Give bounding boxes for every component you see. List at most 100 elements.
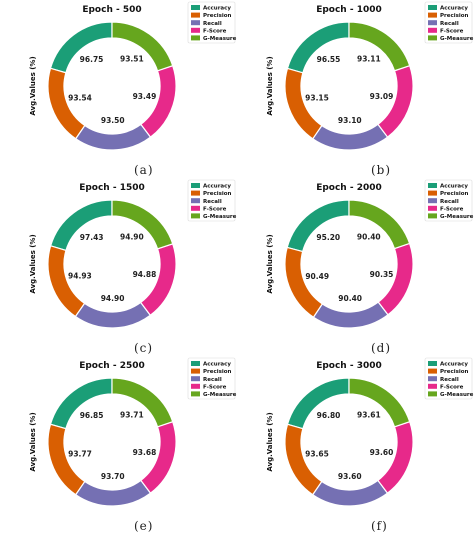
legend-label-accuracy: Accuracy <box>203 184 231 190</box>
chart-title: Epoch - 1000 <box>316 5 382 15</box>
data-label-g-measure: 94.90 <box>120 232 144 241</box>
legend-label-accuracy: Accuracy <box>440 362 468 368</box>
legend-label-recall: Recall <box>440 377 459 383</box>
donut-chart: Epoch - 500 Avg.Values (%) 96.75 93.54 93.50… <box>29 1 237 151</box>
panel-caption: (a) <box>134 163 154 177</box>
y-axis-label: Avg.Values (%) <box>29 412 37 471</box>
data-label-f-score: 93.49 <box>133 92 157 101</box>
legend-label-recall: Recall <box>440 199 459 205</box>
legend-label-g-measure: G-Measure <box>440 214 474 220</box>
slice-precision <box>47 423 86 496</box>
slice-g-measure <box>111 199 174 250</box>
slice-precision <box>284 67 323 140</box>
slice-g-measure <box>111 377 174 428</box>
slice-f-score <box>140 64 177 138</box>
data-label-g-measure: 93.61 <box>357 410 381 419</box>
donut-chart: Epoch - 2000 Avg.Values (%) 95.20 90.49 90.4… <box>266 179 474 329</box>
legend-label-g-measure: G-Measure <box>203 214 237 220</box>
data-label-accuracy: 96.75 <box>80 55 104 64</box>
data-label-accuracy: 97.43 <box>80 233 104 242</box>
legend-swatch-f-score <box>191 205 200 211</box>
y-axis-label: Avg.Values (%) <box>266 412 274 471</box>
legend-label-precision: Precision <box>203 191 232 197</box>
legend-swatch-recall <box>191 376 200 382</box>
legend-swatch-accuracy <box>191 5 200 10</box>
data-label-precision: 93.65 <box>305 449 329 458</box>
legend-label-accuracy: Accuracy <box>203 362 231 368</box>
slice-accuracy <box>286 377 350 430</box>
legend-swatch-precision <box>191 190 200 196</box>
legend-swatch-g-measure <box>191 391 200 397</box>
legend-swatch-precision <box>428 190 437 196</box>
legend-swatch-g-measure <box>191 213 200 219</box>
chart-title: Epoch - 2500 <box>79 361 145 371</box>
donut-chart: Epoch - 1000 Avg.Values (%) 96.55 93.15 93.1… <box>266 1 474 151</box>
data-label-g-measure: 93.71 <box>120 410 144 419</box>
y-axis-label: Avg.Values (%) <box>29 234 37 293</box>
legend-swatch-f-score <box>428 205 437 211</box>
legend-swatch-g-measure <box>428 35 437 41</box>
chart-title: Epoch - 3000 <box>316 361 382 371</box>
legend-swatch-recall <box>428 376 437 382</box>
slice-recall <box>312 123 389 151</box>
chart-panel-d: Epoch - 2000 Avg.Values (%) 95.20 90.49 90.4… <box>237 178 474 364</box>
data-label-f-score: 94.88 <box>133 270 157 279</box>
legend-label-accuracy: Accuracy <box>203 6 231 12</box>
data-label-recall: 90.40 <box>338 294 362 303</box>
legend-label-f-score: F-Score <box>203 206 227 212</box>
slice-accuracy <box>49 21 113 74</box>
slice-precision <box>284 246 324 319</box>
legend-label-g-measure: G-Measure <box>440 392 474 398</box>
legend-label-f-score: F-Score <box>203 384 227 390</box>
legend-label-accuracy: Accuracy <box>440 184 468 190</box>
legend-swatch-accuracy <box>191 361 200 366</box>
donut-chart: Epoch - 3000 Avg.Values (%) 96.80 93.65 93.6… <box>266 357 474 507</box>
legend-swatch-f-score <box>191 383 200 389</box>
legend-swatch-accuracy <box>191 183 200 188</box>
chart-panel-a: Epoch - 500 Avg.Values (%) 96.75 93.54 93.50… <box>0 0 237 186</box>
legend-label-f-score: F-Score <box>440 384 464 390</box>
slice-recall <box>74 123 152 151</box>
legend-label-f-score: F-Score <box>203 28 227 34</box>
y-axis-label: Avg.Values (%) <box>266 234 274 293</box>
legend-swatch-recall <box>191 20 200 26</box>
legend-label-accuracy: Accuracy <box>440 6 468 12</box>
legend-swatch-accuracy <box>428 361 437 366</box>
slice-accuracy <box>49 377 113 430</box>
data-label-f-score: 93.68 <box>133 448 157 457</box>
legend-swatch-precision <box>191 12 200 18</box>
legend-swatch-accuracy <box>428 5 437 10</box>
data-label-precision: 93.15 <box>305 94 329 103</box>
slice-precision <box>284 423 323 496</box>
legend-swatch-f-score <box>191 27 200 33</box>
data-label-g-measure: 90.40 <box>357 232 381 241</box>
slice-recall <box>312 301 389 329</box>
slice-g-measure <box>348 377 411 428</box>
y-axis-label: Avg.Values (%) <box>266 56 274 115</box>
chart-panel-f: Epoch - 3000 Avg.Values (%) 96.80 93.65 93.6… <box>237 356 474 542</box>
slice-recall <box>74 301 152 329</box>
legend-label-precision: Precision <box>440 191 469 197</box>
legend-label-g-measure: G-Measure <box>440 36 474 42</box>
data-label-g-measure: 93.11 <box>357 54 381 63</box>
slice-recall <box>74 479 152 507</box>
legend-label-precision: Precision <box>440 369 469 375</box>
slice-accuracy <box>286 21 350 74</box>
chart-panel-c: Epoch - 1500 Avg.Values (%) 97.43 94.93 94.9… <box>0 178 237 364</box>
data-label-f-score: 93.09 <box>370 92 394 101</box>
legend-swatch-f-score <box>428 383 437 389</box>
data-label-recall: 93.10 <box>338 116 362 125</box>
donut-chart: Epoch - 1500 Avg.Values (%) 97.43 94.93 94.9… <box>29 179 237 329</box>
panel-caption: (e) <box>134 519 154 533</box>
data-label-accuracy: 96.55 <box>317 55 341 64</box>
legend-swatch-g-measure <box>191 35 200 41</box>
data-label-accuracy: 96.80 <box>317 411 341 420</box>
data-label-f-score: 93.60 <box>370 448 394 457</box>
data-label-recall: 93.60 <box>338 472 362 481</box>
panel-caption: (b) <box>371 163 392 177</box>
